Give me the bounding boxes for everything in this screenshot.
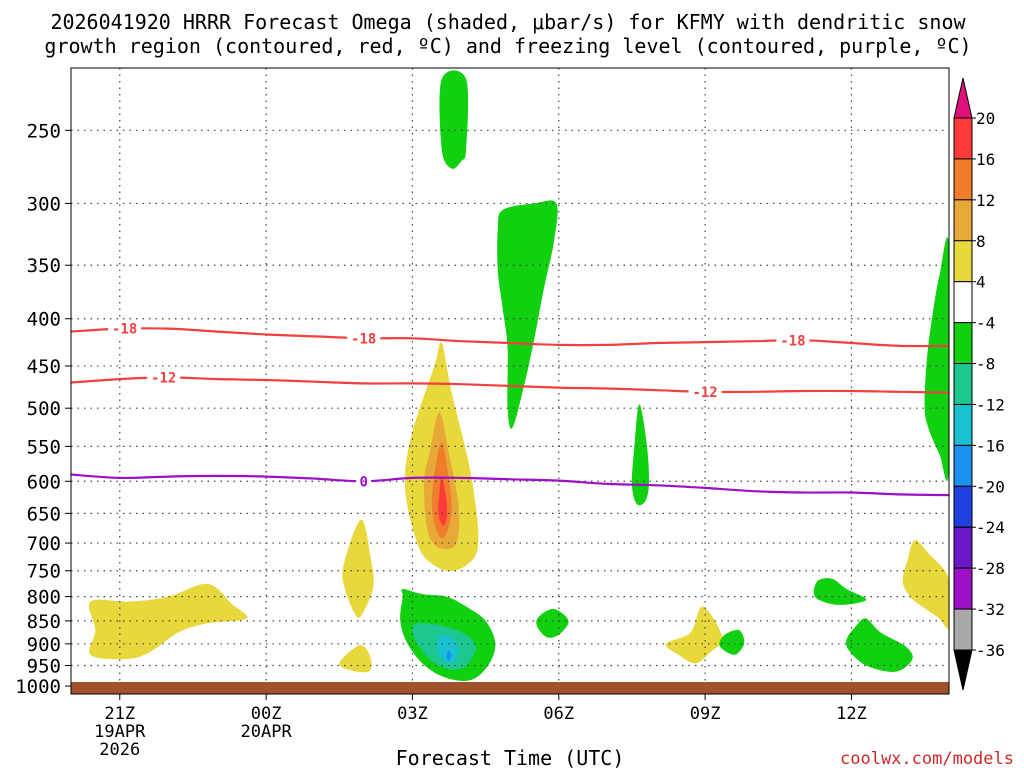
contour-layer: -18 -18 -18 -12 -12 0 xyxy=(71,320,949,497)
omega-negative-region-7 xyxy=(446,650,452,662)
y-tick-label-600: 600 xyxy=(27,471,61,493)
y-tick-label-250: 250 xyxy=(27,120,61,142)
omega-positive-region-6 xyxy=(339,645,372,673)
colorbar-label-8: -16 xyxy=(976,436,1005,455)
x-tick-label-9-0: 06Z xyxy=(543,704,574,724)
x-tick-label-12-0: 09Z xyxy=(690,704,721,724)
y-tick-label-500: 500 xyxy=(27,398,61,420)
x-tick-label-6-0: 03Z xyxy=(397,704,428,724)
x-tick-label-0-2: 2026 xyxy=(99,740,140,760)
colorbar-label-2: 12 xyxy=(976,191,995,210)
colorbar-band-8 xyxy=(953,444,973,487)
y-tick-label-400: 400 xyxy=(27,309,61,331)
contour-label-bg-1-0 xyxy=(147,369,181,386)
x-axis-label: Forecast Time (UTC) xyxy=(396,746,625,768)
omega-shading-layer xyxy=(88,70,949,681)
omega-negative-region-3 xyxy=(631,404,650,506)
y-tick-label-650: 650 xyxy=(27,503,61,525)
x-tick-label-0-1: 19APR xyxy=(94,722,146,742)
colorbar-label-6: -8 xyxy=(976,355,995,374)
plot-frame xyxy=(70,67,950,695)
colorbar-band-1 xyxy=(953,158,973,201)
omega-negative-region-6 xyxy=(436,634,459,664)
colorbar-label-9: -20 xyxy=(976,477,1005,496)
chart-title-line1: 2026041920 HRRR Forecast Omega (shaded, … xyxy=(50,10,966,34)
colorbar-band-12 xyxy=(953,608,973,651)
omega-negative-region-9 xyxy=(719,629,745,655)
colorbar: 20 16 12 8 4 -4 -8 -12 -16 -20 -24 -28 -32 -36 xyxy=(953,77,1005,691)
y-tick-label-300: 300 xyxy=(27,193,61,215)
colorbar-label-12: -32 xyxy=(976,600,1005,619)
colorbar-label-5: -4 xyxy=(976,314,995,333)
y-tick-label-450: 450 xyxy=(27,356,61,378)
contour-label-bg-0-0 xyxy=(108,320,142,337)
colorbar-band-7 xyxy=(953,403,973,446)
omega-negative-region-10 xyxy=(813,578,867,605)
contour-label-bg-1-1 xyxy=(688,383,722,400)
omega-negative-region-11 xyxy=(845,618,913,672)
colorbar-under-triangle xyxy=(953,649,973,691)
colorbar-label-10: -24 xyxy=(976,518,1005,537)
colorbar-label-4: 4 xyxy=(976,273,986,292)
contour-line-2 xyxy=(71,473,949,497)
y-tick-label-700: 700 xyxy=(27,533,61,555)
omega-negative-region-2 xyxy=(924,237,949,482)
contour-label-1-0: -12 xyxy=(151,371,176,387)
colorbar-band-10 xyxy=(953,526,973,569)
y-tick-label-350: 350 xyxy=(27,255,61,277)
plot-area: -18 -18 -18 -12 -12 0 xyxy=(70,67,950,695)
colorbar-band-4 xyxy=(953,281,973,324)
contour-label-1-1: -12 xyxy=(692,385,717,401)
grid-layer xyxy=(71,68,949,694)
colorbar-label-3: 8 xyxy=(976,232,986,251)
colorbar-band-0 xyxy=(953,117,973,160)
y-tick-label-950: 950 xyxy=(27,655,61,677)
omega-negative-region-1 xyxy=(497,200,558,429)
y-axis: 2503003504004505005506006507007508008509… xyxy=(15,120,71,698)
colorbar-band-3 xyxy=(953,240,973,283)
x-tick-label-3-1: 20APR xyxy=(241,722,293,742)
surface-ground-band xyxy=(71,682,949,694)
contour-label-bg-2-0 xyxy=(356,473,372,490)
y-tick-label-900: 900 xyxy=(27,634,61,656)
colorbar-band-2 xyxy=(953,199,973,242)
y-tick-label-550: 550 xyxy=(27,436,61,458)
colorbar-band-9 xyxy=(953,485,973,528)
contour-label-0-0: -18 xyxy=(112,322,137,338)
credit-text: coolwx.com/models xyxy=(840,749,1014,768)
contour-label-2-0: 0 xyxy=(359,474,367,490)
x-tick-label-15-0: 12Z xyxy=(836,704,867,724)
colorbar-label-7: -12 xyxy=(976,395,1005,414)
colorbar-label-0: 20 xyxy=(976,109,995,128)
contour-label-0-2: -18 xyxy=(780,333,805,349)
omega-positive-region-8 xyxy=(902,540,949,629)
contour-label-0-1: -18 xyxy=(351,331,376,347)
y-tick-label-800: 800 xyxy=(27,587,61,609)
omega-positive-region-5 xyxy=(342,519,374,618)
omega-positive-region-3 xyxy=(438,477,448,526)
omega-positive-region-4 xyxy=(88,583,248,660)
colorbar-band-6 xyxy=(953,363,973,405)
contour-label-bg-0-1 xyxy=(347,330,381,347)
colorbar-label-11: -28 xyxy=(976,559,1005,578)
colorbar-band-11 xyxy=(953,567,973,610)
omega-negative-region-0 xyxy=(439,70,469,169)
omega-negative-region-8 xyxy=(536,608,569,638)
contour-line-1 xyxy=(71,376,949,394)
colorbar-label-1: 16 xyxy=(976,150,995,169)
colorbar-band-5 xyxy=(953,322,973,365)
y-tick-label-850: 850 xyxy=(27,611,61,633)
y-tick-label-750: 750 xyxy=(27,561,61,583)
contour-label-bg-0-2 xyxy=(776,332,810,349)
x-tick-label-0-0: 21Z xyxy=(104,704,135,724)
y-tick-label-1000: 1000 xyxy=(15,676,61,698)
colorbar-over-triangle xyxy=(953,77,973,119)
colorbar-label-13: -36 xyxy=(976,641,1005,660)
x-tick-label-3-0: 00Z xyxy=(251,704,282,724)
chart-title-line2: growth region (contoured, red, ºC) and f… xyxy=(44,34,971,58)
